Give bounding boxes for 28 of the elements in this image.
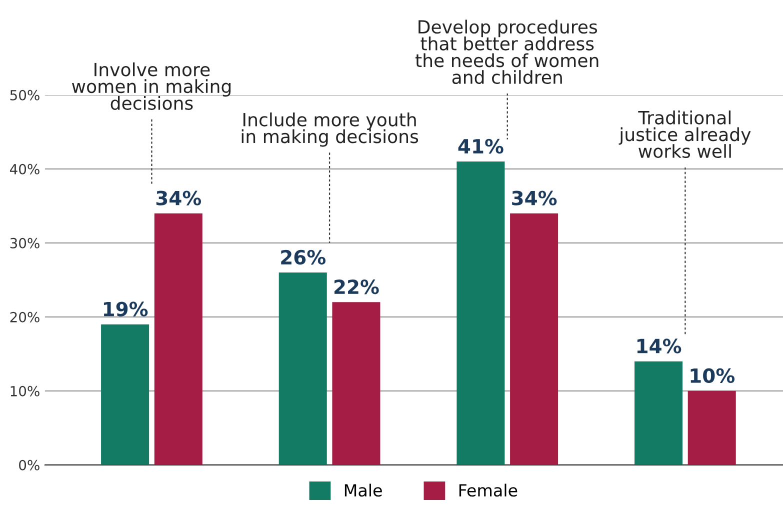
- y-tick-label: 30%: [10, 238, 40, 248]
- data-label: 26%: [281, 250, 326, 265]
- bar: [688, 390, 736, 465]
- x-tick-label: Traditional justice already works well: [618, 110, 751, 158]
- legend-label: Female: [459, 484, 518, 497]
- y-tick-label: 50%: [10, 90, 40, 100]
- data-label: 22%: [334, 279, 379, 294]
- data-label: 10%: [690, 368, 735, 383]
- y-tick-label: 10%: [10, 386, 40, 396]
- data-label: 34%: [512, 190, 557, 206]
- bar: [154, 213, 202, 465]
- x-tick-label: Develop procedures that better address the needs of women and children: [415, 20, 598, 84]
- data-label: 14%: [637, 338, 682, 354]
- data-label: 19%: [104, 302, 148, 316]
- bar: [634, 361, 683, 465]
- x-tick-label: Include more youth in making decisions: [242, 112, 418, 147]
- x-tick-label: Involve more women in making decisions: [72, 62, 231, 110]
- y-tick-label: 0%: [19, 460, 40, 470]
- bar: [101, 324, 150, 465]
- y-tick-label: 40%: [10, 164, 40, 174]
- bar: [510, 213, 558, 465]
- data-label: 34%: [156, 190, 202, 206]
- data-label: 41%: [458, 138, 504, 154]
- bar: [456, 162, 505, 465]
- y-tick-label: 20%: [10, 312, 40, 322]
- bar: [278, 272, 327, 465]
- legend-label: Male: [344, 484, 382, 497]
- bar: [332, 302, 380, 465]
